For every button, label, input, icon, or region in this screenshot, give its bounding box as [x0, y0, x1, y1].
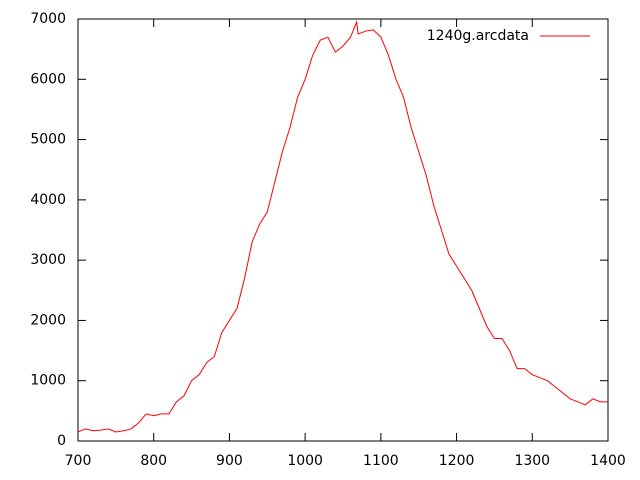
- x-tick-label: 1000: [287, 453, 323, 469]
- x-tick-label: 1300: [514, 453, 550, 469]
- y-tick-label: 5000: [30, 132, 66, 148]
- x-tick-label: 800: [140, 453, 167, 469]
- legend-label: 1240g.arcdata: [427, 28, 529, 44]
- x-tick-label: 1200: [439, 453, 475, 469]
- y-tick-label: 3000: [30, 252, 66, 268]
- plot-border: [77, 18, 609, 442]
- x-tick-label: 700: [65, 453, 92, 469]
- x-tick-label: 1100: [363, 453, 399, 469]
- y-tick-label: 1000: [30, 373, 66, 389]
- y-tick-label: 2000: [30, 312, 66, 328]
- x-tick-label: 900: [216, 453, 243, 469]
- data-line: [77, 20, 608, 433]
- y-tick-label: 7000: [30, 11, 66, 27]
- y-tick-label: 6000: [30, 71, 66, 87]
- y-tick-label: 4000: [30, 192, 66, 208]
- y-tick-label: 0: [57, 433, 66, 449]
- x-tick-label: 1400: [590, 453, 626, 469]
